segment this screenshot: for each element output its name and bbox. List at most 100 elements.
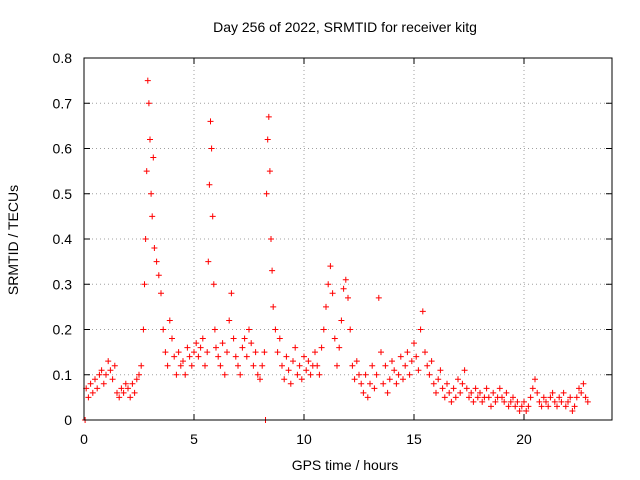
data-point bbox=[89, 389, 96, 396]
data-point bbox=[362, 371, 369, 378]
data-point bbox=[580, 380, 587, 387]
data-point bbox=[116, 394, 123, 401]
data-point bbox=[582, 394, 589, 401]
data-point bbox=[551, 398, 558, 405]
data-point bbox=[252, 349, 259, 356]
y-tick-label: 0.3 bbox=[53, 276, 73, 292]
chart-title: Day 256 of 2022, SRMTID for receiver kit… bbox=[213, 19, 477, 35]
data-point bbox=[527, 394, 534, 401]
data-point bbox=[177, 362, 184, 369]
data-point bbox=[141, 281, 148, 288]
data-point bbox=[466, 394, 472, 401]
data-point bbox=[571, 403, 578, 410]
data-point bbox=[554, 403, 560, 410]
data-point bbox=[155, 272, 162, 279]
data-point bbox=[448, 398, 455, 405]
data-point bbox=[507, 398, 514, 405]
data-point bbox=[340, 285, 347, 292]
x-axis-label: GPS time / hours bbox=[292, 457, 399, 473]
data-point bbox=[270, 303, 277, 310]
data-point bbox=[349, 362, 356, 369]
data-point bbox=[169, 335, 175, 342]
data-point bbox=[463, 385, 470, 392]
data-point bbox=[364, 394, 371, 401]
data-point bbox=[209, 213, 216, 220]
y-tick-label: 0.1 bbox=[53, 367, 73, 383]
data-point bbox=[468, 389, 475, 396]
grid-lines bbox=[84, 58, 612, 420]
x-tick-label: 15 bbox=[406, 431, 422, 447]
data-point bbox=[147, 136, 153, 143]
data-point bbox=[199, 335, 206, 342]
data-point bbox=[254, 371, 261, 378]
data-point bbox=[114, 389, 120, 396]
data-point bbox=[316, 371, 323, 378]
data-point bbox=[213, 344, 219, 351]
y-tick-label: 0.4 bbox=[53, 231, 73, 247]
data-point bbox=[371, 385, 378, 392]
data-point bbox=[204, 349, 211, 356]
data-point bbox=[584, 398, 591, 405]
data-point bbox=[512, 403, 519, 410]
data-point bbox=[320, 326, 327, 333]
data-point bbox=[143, 168, 150, 175]
data-point bbox=[85, 394, 92, 401]
data-point bbox=[426, 371, 433, 378]
data-point bbox=[428, 358, 435, 365]
data-point bbox=[109, 376, 116, 383]
data-point bbox=[415, 367, 422, 374]
data-point bbox=[331, 335, 338, 342]
data-point bbox=[193, 340, 200, 347]
data-point bbox=[452, 394, 459, 401]
data-point bbox=[144, 77, 151, 84]
data-point bbox=[503, 389, 510, 396]
data-point bbox=[230, 335, 237, 342]
data-point bbox=[538, 403, 545, 410]
data-point bbox=[248, 340, 255, 347]
data-point bbox=[292, 344, 299, 351]
data-point bbox=[305, 358, 312, 365]
data-point bbox=[243, 353, 250, 360]
data-point bbox=[211, 326, 218, 333]
data-point bbox=[479, 398, 486, 405]
y-tick-label: 0.5 bbox=[53, 186, 73, 202]
data-point bbox=[303, 367, 310, 374]
data-point bbox=[285, 367, 292, 374]
data-point bbox=[360, 389, 367, 396]
data-point bbox=[202, 362, 208, 369]
data-point bbox=[274, 349, 281, 356]
data-point bbox=[195, 353, 202, 360]
data-point bbox=[272, 326, 279, 333]
data-point bbox=[325, 281, 332, 288]
y-tick-label: 0.7 bbox=[53, 95, 73, 111]
data-point bbox=[435, 376, 442, 383]
data-point bbox=[532, 376, 538, 383]
data-point bbox=[279, 362, 285, 369]
data-point bbox=[164, 362, 171, 369]
data-point bbox=[127, 394, 134, 401]
data-point bbox=[153, 258, 160, 265]
data-point bbox=[129, 380, 136, 387]
data-point bbox=[105, 358, 112, 365]
data-point bbox=[351, 376, 358, 383]
data-point bbox=[149, 213, 156, 220]
axis-ticks: 0 0.1 0.2 0.3 0.4 0.5 0.6 0.7 0.8 0 5 10 15 20 bbox=[53, 50, 612, 447]
data-point bbox=[450, 385, 457, 392]
data-point bbox=[576, 385, 582, 392]
data-point bbox=[543, 398, 549, 405]
data-point bbox=[217, 362, 224, 369]
data-point bbox=[496, 385, 503, 392]
data-point bbox=[226, 317, 233, 324]
data-point bbox=[419, 308, 426, 315]
data-point bbox=[422, 349, 428, 356]
data-point bbox=[281, 376, 288, 383]
data-point bbox=[433, 389, 439, 396]
data-point bbox=[207, 118, 214, 125]
data-point bbox=[518, 403, 525, 410]
data-point bbox=[131, 389, 138, 396]
data-point bbox=[191, 349, 197, 356]
data-point bbox=[457, 389, 464, 396]
data-point bbox=[264, 136, 271, 143]
data-point bbox=[265, 113, 272, 120]
